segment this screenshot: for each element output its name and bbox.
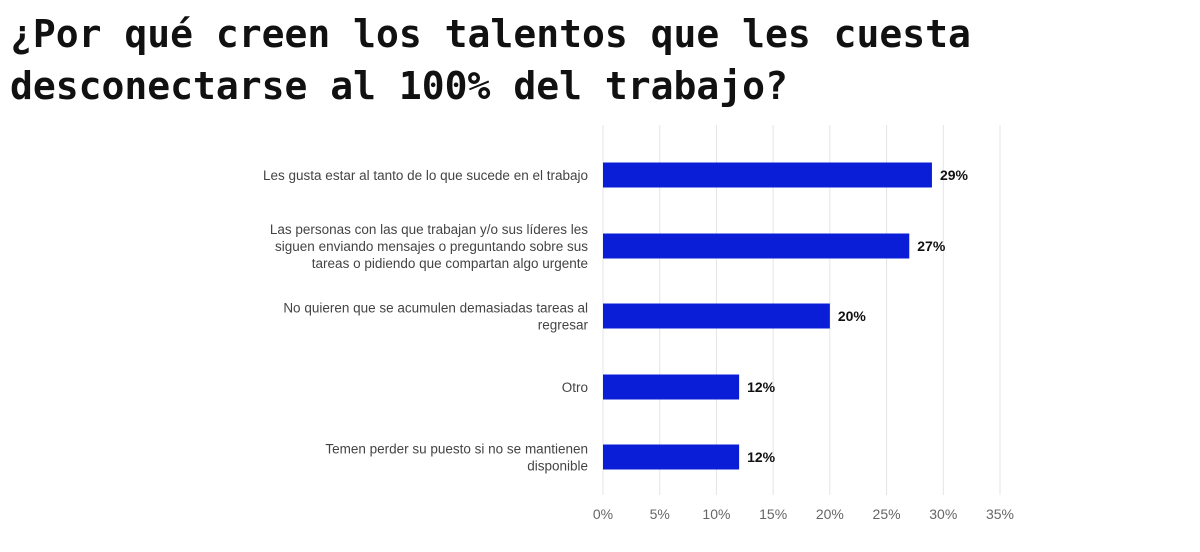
data-label: 12% (747, 379, 776, 395)
x-tick-label: 35% (986, 506, 1014, 522)
bar (603, 374, 740, 400)
data-label: 20% (838, 308, 867, 324)
x-tick-label: 0% (593, 506, 613, 522)
category-label: siguen enviando mensajes o preguntando s… (275, 239, 588, 254)
bar (603, 233, 910, 259)
category-label: No quieren que se acumulen demasiadas ta… (283, 301, 588, 316)
category-label: Temen perder su puesto si no se mantiene… (325, 442, 588, 457)
x-tick-label: 25% (873, 506, 901, 522)
bar (603, 444, 740, 470)
bar (603, 303, 830, 329)
category-label: disponible (527, 459, 588, 474)
category-label: Otro (562, 380, 588, 395)
category-label: Les gusta estar al tanto de lo que suced… (263, 168, 588, 183)
chart-title: ¿Por qué creen los talentos que les cues… (10, 12, 971, 108)
category-label: tareas o pidiendo que compartan algo urg… (312, 256, 588, 271)
x-tick-label: 5% (650, 506, 670, 522)
data-label: 27% (917, 238, 946, 254)
x-tick-label: 10% (702, 506, 730, 522)
category-label: Las personas con las que trabajan y/o su… (270, 222, 588, 237)
x-tick-label: 15% (759, 506, 787, 522)
x-tick-label: 30% (929, 506, 957, 522)
data-label: 29% (940, 167, 969, 183)
data-label: 12% (747, 449, 776, 465)
bar (603, 162, 932, 188)
category-label: regresar (538, 318, 589, 333)
x-tick-label: 20% (816, 506, 844, 522)
